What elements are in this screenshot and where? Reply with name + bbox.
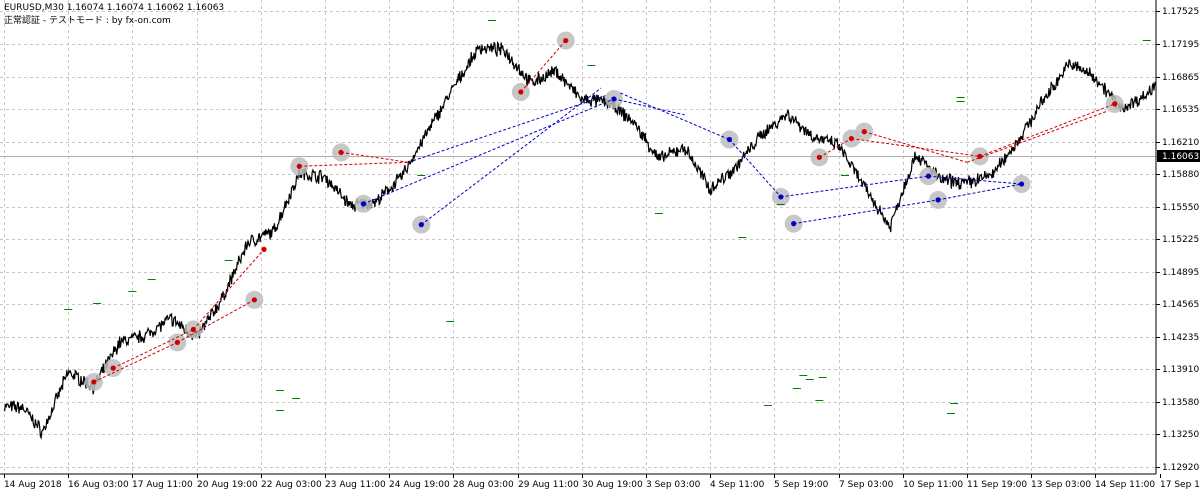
buy-marker — [360, 201, 367, 207]
sell-marker — [563, 37, 569, 44]
price-axis-label: 1.17195 — [1162, 40, 1199, 50]
trade-line — [299, 161, 409, 167]
sell-marker — [91, 379, 97, 385]
trade-line — [793, 199, 939, 225]
price-axis-background — [1156, 0, 1200, 474]
buy-marker — [791, 221, 797, 227]
trade-line — [340, 151, 409, 163]
trade-line — [408, 94, 608, 163]
time-axis: 14 Aug 2018 16 Aug 03:00 17 Aug 11:00 20 Au… — [4, 474, 1200, 490]
price-axis-label: 1.15225 — [1162, 235, 1199, 245]
time-axis-label: 14 Aug 2018 — [4, 480, 62, 490]
trade-line — [851, 138, 980, 157]
price-axis-label: 1.13910 — [1162, 365, 1199, 375]
trade-line — [864, 131, 968, 163]
sell-marker — [261, 246, 267, 252]
time-axis-label: 22 Aug 03:00 — [261, 480, 322, 490]
sell-marker — [816, 154, 822, 160]
buy-marker — [925, 173, 932, 179]
current-price-box — [1157, 150, 1200, 162]
time-axis-label: 10 Sep 11:00 — [903, 480, 963, 490]
time-axis-label: 30 Aug 19:00 — [582, 480, 643, 490]
sell-marker — [338, 149, 344, 155]
time-axis-background — [0, 474, 1200, 496]
current-price-label: 1.16063 — [1162, 152, 1199, 162]
price-axis-label: 1.12920 — [1162, 463, 1199, 473]
time-axis-label: 20 Aug 19:00 — [197, 480, 258, 490]
trade-line — [819, 138, 852, 158]
time-axis-label: 16 Aug 03:00 — [68, 480, 129, 490]
trade-line — [193, 249, 265, 330]
trade-line — [420, 87, 602, 226]
trade-line — [363, 98, 615, 205]
sell-marker — [174, 339, 180, 345]
time-axis-label: 4 Sep 11:00 — [710, 480, 765, 490]
price-axis-label: 1.15880 — [1162, 170, 1199, 180]
buy-marker — [935, 197, 941, 203]
flat-ticks — [64, 20, 1151, 414]
price-axis-label: 1.17525 — [1162, 7, 1199, 17]
sell-marker — [190, 326, 196, 333]
current-price-label-group: 1.16063 — [1157, 150, 1200, 162]
buy-marker — [1018, 181, 1025, 187]
price-axis: 1.17525 1.17195 1.16865 1.16535 1.16210 1.158… — [1156, 7, 1199, 473]
trade-line — [979, 103, 1115, 157]
trade-line — [928, 175, 1022, 185]
price-axis-label: 1.16210 — [1162, 138, 1199, 148]
time-axis-label: 7 Sep 03:00 — [839, 480, 894, 490]
buy-marker — [418, 222, 424, 228]
time-axis-label: 13 Sep 03:00 — [1031, 480, 1091, 490]
buy-marker — [611, 96, 617, 102]
time-axis-label: 29 Aug 11:00 — [518, 480, 579, 490]
buy-marker — [778, 194, 784, 200]
sell-marker — [518, 89, 524, 95]
trade-line — [520, 40, 567, 93]
sell-marker — [110, 365, 116, 371]
time-axis-label: 3 Sep 03:00 — [646, 480, 701, 490]
price-axis-label: 1.14895 — [1162, 268, 1199, 278]
time-axis-label: 23 Aug 11:00 — [325, 480, 386, 490]
sell-marker — [977, 153, 983, 159]
price-axis-label: 1.13250 — [1162, 430, 1199, 440]
time-axis-label: 28 Aug 03:00 — [453, 480, 514, 490]
time-axis-label: 17 Sep 19:00 — [1160, 480, 1200, 490]
time-axis-label: 17 Aug 11:00 — [132, 480, 193, 490]
price-axis-label: 1.16865 — [1162, 73, 1199, 83]
trade-line — [938, 183, 1022, 201]
time-axis-label: 5 Sep 19:00 — [774, 480, 829, 490]
indicator-subtitle: 正常認証 - テストモード : by fx-on.com — [4, 14, 171, 26]
time-axis-label: 11 Sep 19:00 — [967, 480, 1027, 490]
sell-marker — [296, 163, 302, 169]
time-axis-label: 24 Aug 19:00 — [389, 480, 450, 490]
trade-lines — [93, 40, 1115, 383]
trade-line — [93, 341, 178, 383]
sell-marker — [1112, 101, 1118, 107]
symbol-info-line: EURUSD,M30 1.16074 1.16074 1.16062 1.160… — [4, 3, 224, 13]
sell-marker — [861, 129, 867, 135]
sell-marker — [848, 135, 855, 142]
trade-markers — [91, 37, 1118, 385]
grid — [0, 0, 1156, 474]
buy-marker — [726, 136, 733, 143]
trade-line — [613, 98, 685, 116]
time-axis-label: 14 Sep 11:00 — [1095, 480, 1155, 490]
price-axis-label: 1.16535 — [1162, 105, 1199, 115]
sell-marker — [251, 297, 257, 303]
price-axis-label: 1.14235 — [1162, 333, 1199, 343]
price-axis-label: 1.14565 — [1162, 300, 1199, 310]
trade-line — [729, 139, 782, 198]
price-axis-label: 1.13580 — [1162, 398, 1199, 408]
price-axis-label: 1.15550 — [1162, 203, 1199, 213]
trade-line — [966, 110, 1109, 163]
